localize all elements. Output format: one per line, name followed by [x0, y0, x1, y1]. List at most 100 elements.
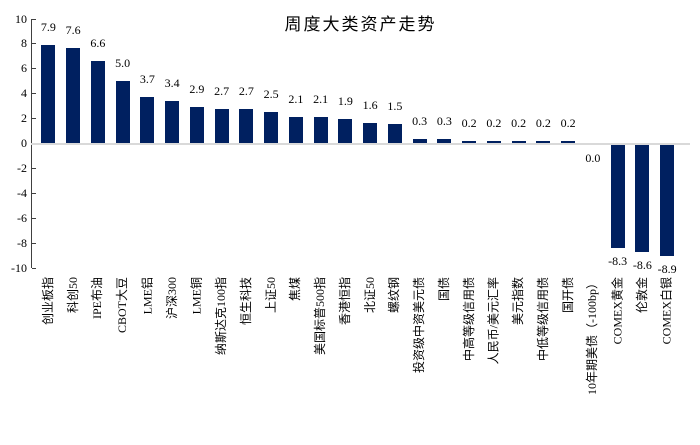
bar [610, 145, 625, 249]
bar [41, 44, 56, 143]
category-label-text: IPE布油 [90, 277, 105, 320]
y-axis-tick [32, 93, 36, 95]
category-label-text: 沪深300 [164, 277, 179, 320]
category-label-text: 科创50 [65, 277, 80, 314]
category-label-text: 人民币/美元汇率 [486, 277, 501, 365]
y-axis-tick [32, 267, 36, 269]
category-label-text: 中低等级信用债 [535, 277, 550, 362]
bar-value-label: 0.2 [486, 115, 502, 130]
bar [264, 111, 279, 143]
y-axis-tick-label: 10 [15, 11, 27, 26]
bar [635, 145, 650, 253]
y-axis-tick-label: -4 [17, 185, 27, 200]
bar [387, 124, 402, 143]
bar [115, 80, 130, 143]
y-axis-tick-label: -10 [11, 260, 27, 275]
y-axis-tick-label: -2 [17, 160, 27, 175]
category-label-text: 焦煤 [288, 277, 303, 302]
bar [511, 140, 526, 143]
category-label-text: CBOT大豆 [115, 277, 130, 334]
category-label-text: 香港恒指 [337, 277, 352, 326]
category-label-text: 美元指数 [511, 277, 526, 326]
bar-value-label: -8.6 [632, 258, 652, 273]
bar-value-label: 1.9 [337, 94, 353, 109]
bar [239, 109, 254, 143]
y-axis-tick-label: -6 [17, 210, 27, 225]
bar [214, 109, 229, 143]
bar-value-label: 7.9 [40, 19, 56, 34]
category-label-text: 中高等级信用债 [461, 277, 476, 362]
bar [90, 60, 105, 143]
bar-value-label: 0.3 [436, 114, 452, 129]
bar [288, 116, 303, 143]
bar [66, 48, 81, 143]
bar-value-label: 0.2 [535, 115, 551, 130]
category-label-text: 北证50 [362, 277, 377, 314]
bar-value-label: 1.6 [362, 98, 378, 113]
y-axis-tick-label: 2 [21, 111, 27, 126]
bar-value-label: 2.5 [263, 86, 279, 101]
y-axis-tick-label: 4 [21, 86, 27, 101]
category-label-text: COMEX白银 [659, 277, 674, 345]
category-label-text: 国开债 [560, 277, 575, 314]
bar-value-label: 0.0 [585, 151, 601, 165]
bar [437, 139, 452, 143]
y-axis-tick [32, 167, 36, 169]
y-axis-tick [32, 242, 36, 244]
y-axis-tick [32, 68, 36, 70]
category-label-text: 纳斯达克100指 [214, 277, 229, 356]
bar-value-label: 7.6 [65, 23, 81, 38]
x-axis-zero-line [31, 143, 690, 145]
bar-value-label: 0.2 [461, 115, 477, 130]
bar [338, 119, 353, 143]
y-axis-tick [32, 192, 36, 194]
bar [189, 106, 204, 143]
bar [561, 140, 576, 143]
bar [486, 140, 501, 143]
bar-value-label: 2.1 [288, 91, 304, 106]
category-label-text: 美国标普500指 [313, 277, 328, 356]
category-label-text: 创业板指 [40, 277, 55, 326]
y-axis-tick [32, 217, 36, 219]
category-label-text: 10年期美债（-100bp） [585, 277, 600, 395]
category-label-text: 投资级中资美元债 [412, 277, 427, 374]
bar [660, 145, 675, 256]
category-label-text: 伦敦金 [634, 277, 649, 314]
category-label-text: COMEX黄金 [610, 277, 625, 345]
bar [536, 140, 551, 143]
bar-value-label: 0.3 [412, 114, 428, 129]
bar [313, 116, 328, 143]
bar-value-label: -8.9 [657, 261, 677, 276]
y-axis-tick-label: 0 [21, 136, 27, 150]
bar-value-label: 0.2 [511, 115, 527, 130]
category-label-text: 国债 [436, 277, 451, 302]
chart-title: 周度大类资产走势 [284, 15, 437, 34]
bar [140, 96, 155, 143]
bar-value-label: 5.0 [115, 55, 131, 70]
y-axis-tick [32, 18, 36, 20]
category-label-text: LME铜 [189, 277, 204, 315]
bar-value-label: 3.7 [139, 71, 155, 86]
bar [462, 140, 477, 143]
y-axis-tick [32, 43, 36, 45]
bar-value-label: 2.1 [313, 91, 329, 106]
bar-value-label: 3.4 [164, 75, 180, 90]
bar-value-label: 2.9 [189, 81, 205, 96]
bar-value-label: 6.6 [90, 35, 106, 50]
category-label-text: 上证50 [263, 277, 278, 314]
y-axis-tick [32, 118, 36, 120]
y-axis-tick-label: 6 [21, 61, 27, 76]
category-label-text: 螺纹钢 [387, 277, 402, 314]
category-label-text: LME铝 [139, 277, 154, 315]
category-label-text: 恒生科技 [238, 277, 253, 326]
y-axis-tick-label: 8 [21, 36, 27, 51]
bar [363, 123, 378, 143]
bar [412, 139, 427, 143]
bar [165, 100, 180, 143]
bar-value-label: 0.2 [560, 115, 576, 130]
bar-value-label: 2.7 [214, 84, 230, 99]
bar-value-label: 2.7 [238, 84, 254, 99]
bar-value-label: 1.5 [387, 99, 403, 114]
y-axis-tick-label: -8 [17, 235, 27, 250]
